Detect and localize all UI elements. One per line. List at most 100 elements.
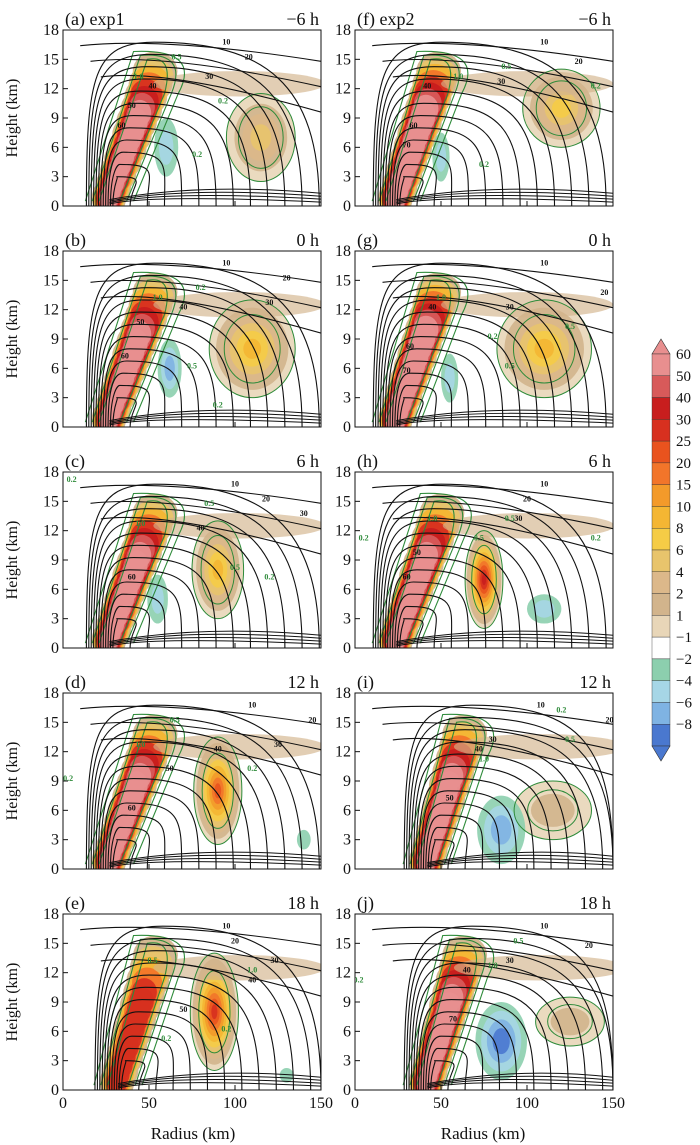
secondary-shading-cell [550, 1007, 590, 1036]
black-contour-line [408, 729, 604, 869]
black-contour-label: 60 [409, 121, 417, 130]
black-contour-line [387, 557, 504, 648]
black-contour-label: 60 [128, 803, 136, 812]
shading-cell [440, 983, 464, 1011]
black-contour-line [109, 384, 151, 427]
black-contour-line [399, 618, 424, 648]
y-axis-label: Height (km) [4, 300, 21, 379]
colorbar-tick-label: 8 [676, 521, 684, 537]
black-contour-line [392, 737, 613, 776]
outflow-shading [442, 513, 613, 539]
colorbar-tick-label: 10 [676, 499, 691, 515]
black-contour-label: 10 [540, 38, 548, 47]
secondary-shading-cell [214, 783, 222, 799]
green-contour-line [84, 492, 186, 644]
shading-cell [415, 541, 439, 569]
black-contour-label: 30 [514, 514, 522, 523]
shading-cell [128, 762, 152, 790]
black-contour-line [90, 729, 286, 869]
shading-cell [413, 321, 436, 348]
y-tick-label: 15 [43, 51, 59, 68]
y-tick-label: 6 [343, 802, 351, 819]
black-contour-label: 30 [300, 509, 308, 518]
black-contour-label: 10 [537, 701, 545, 710]
green-contour-label: 0.2 [192, 150, 202, 159]
panel-time: −6 h [578, 9, 611, 29]
y-tick-label: 18 [43, 685, 59, 702]
y-tick-label: 6 [343, 139, 351, 156]
black-contour-line [372, 263, 613, 283]
secondary-shading-cell [551, 98, 571, 118]
panel-time: 6 h [297, 451, 320, 471]
black-contour-line [100, 557, 217, 648]
green-contour-line [371, 492, 472, 644]
black-contour-line [100, 778, 217, 869]
y-tick-label: 12 [335, 81, 351, 98]
black-contour-label: 20 [523, 494, 531, 503]
y-tick-label: 18 [43, 22, 59, 39]
black-contour-label: 20 [262, 494, 270, 503]
black-contour-label: 30 [205, 72, 213, 81]
y-tick-label: 0 [51, 1082, 59, 1099]
black-contour-line [403, 925, 613, 1090]
y-tick-label: 15 [43, 714, 59, 731]
black-contour-line [372, 484, 613, 504]
y-tick-label: 9 [343, 110, 351, 127]
green-contour-label: 1.0 [479, 754, 489, 763]
colorbar: 60 50 40 30 25 20 15 10 8 6 4 2 1 −1 −2 −4 −6 −8 [651, 338, 692, 762]
green-contour-label: 1.0 [427, 514, 437, 523]
eyewall-shading-level [100, 99, 152, 206]
black-contour-line [97, 102, 234, 206]
black-contour-line [375, 274, 590, 427]
black-contour-line [375, 53, 590, 206]
black-contour-label: 20 [606, 715, 614, 724]
green-contour-label: 1.0 [134, 72, 144, 81]
green-contour-line [371, 50, 469, 202]
black-contour-line [427, 857, 613, 867]
black-contour-label: 10 [540, 480, 548, 489]
colorbar-tick-label: 15 [676, 478, 691, 494]
colorbar-swatch [651, 593, 671, 616]
y-tick-label: 12 [335, 744, 351, 761]
green-contour-label: 0.2 [196, 283, 206, 292]
outflow-shading [441, 292, 613, 318]
green-contour-label: 0.5 [565, 322, 575, 331]
black-contour-line [427, 1078, 613, 1088]
black-contour-line [396, 630, 613, 643]
black-contour-line [387, 336, 504, 427]
secondary-shading-cell [481, 573, 487, 586]
colorbar-tick-label: 2 [676, 587, 684, 603]
black-contour-label: 20 [600, 288, 608, 297]
black-contour-line [389, 127, 487, 206]
black-contour-line [396, 188, 613, 201]
y-axis-label: Height (km) [4, 742, 21, 821]
y-tick-label: 18 [43, 243, 59, 260]
green-contour-line [91, 496, 177, 644]
green-contour-label: 0.2 [359, 533, 369, 542]
black-contour-line [375, 495, 590, 648]
black-contour-line [117, 1082, 321, 1089]
black-contour-line [382, 942, 613, 972]
green-contour-label: 0.5 [172, 52, 182, 61]
colorbar-swatch [651, 462, 671, 485]
x-tick-label: 50 [433, 1095, 449, 1112]
black-contour-line [85, 262, 320, 427]
black-contour-line [396, 409, 613, 422]
black-contour-line [88, 274, 303, 427]
y-tick-label: 3 [51, 832, 59, 849]
black-contour-line [384, 323, 521, 427]
black-contour-line [112, 397, 137, 427]
y-tick-label: 9 [51, 773, 59, 790]
black-contour-line [109, 419, 321, 426]
green-contour-line [193, 736, 243, 846]
black-contour-line [382, 90, 538, 206]
y-tick-label: 15 [43, 935, 59, 952]
black-contour-line [396, 633, 613, 644]
y-tick-label: 6 [51, 139, 59, 156]
black-contour-label: 40 [214, 745, 222, 754]
green-contour-label: 0.5 [230, 563, 240, 572]
y-tick-label: 9 [51, 552, 59, 569]
